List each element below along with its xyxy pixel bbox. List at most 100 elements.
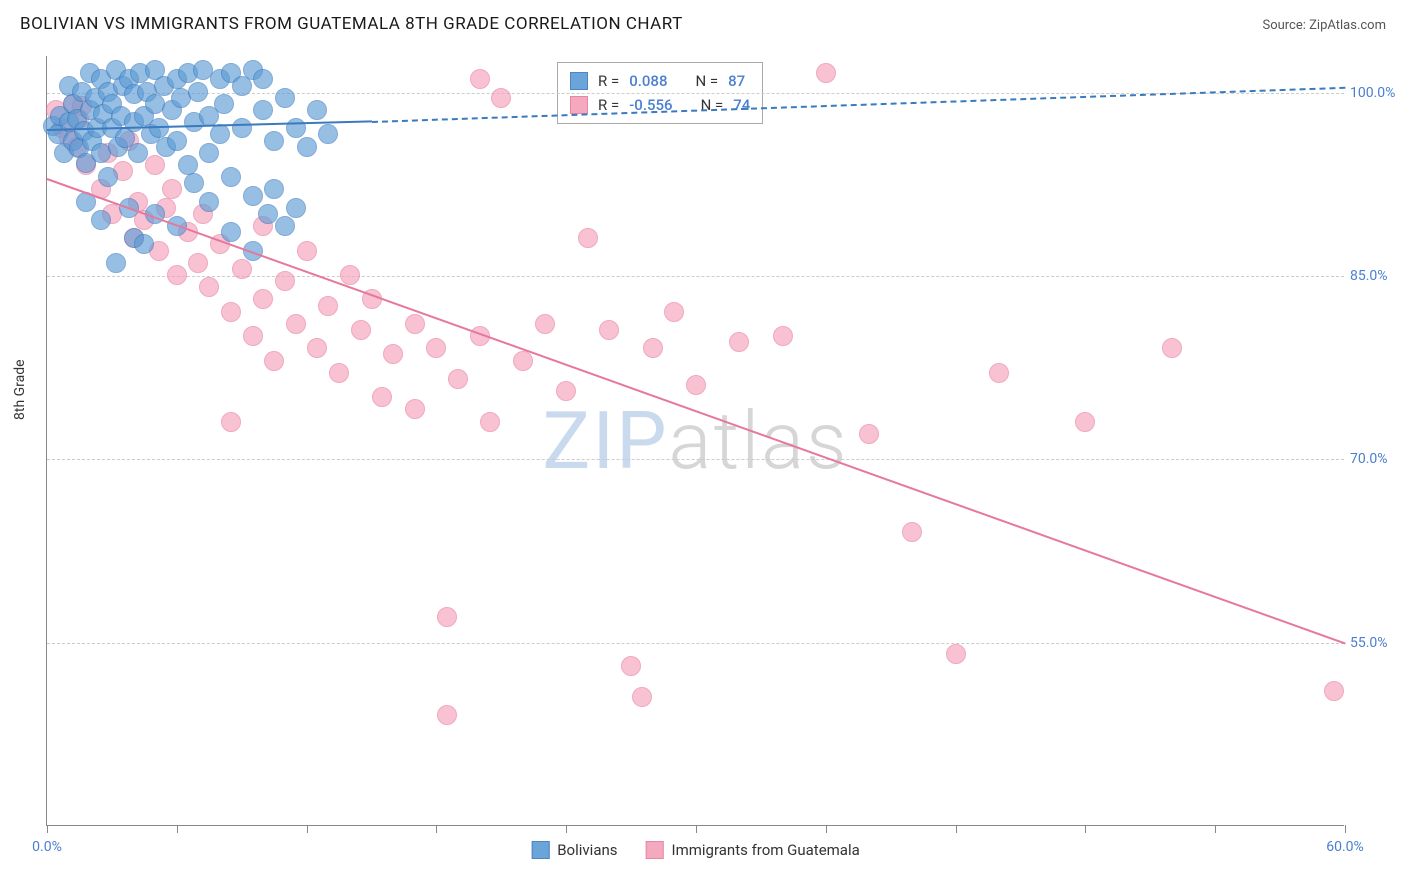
- data-point: [632, 687, 652, 707]
- data-point: [816, 63, 836, 83]
- n-value-pink: 74: [733, 96, 750, 114]
- data-point: [535, 314, 555, 334]
- watermark: ZIPatlas: [542, 394, 848, 488]
- x-tick: [1215, 825, 1216, 833]
- data-point: [372, 387, 392, 407]
- data-point: [232, 118, 252, 138]
- data-point: [437, 705, 457, 725]
- chart-header: BOLIVIAN VS IMMIGRANTS FROM GUATEMALA 8T…: [0, 0, 1406, 50]
- data-point: [178, 155, 198, 175]
- x-tick: [696, 825, 697, 833]
- data-point: [134, 234, 154, 254]
- data-point: [491, 88, 511, 108]
- data-point: [275, 88, 295, 108]
- data-point: [264, 179, 284, 199]
- source-label: Source: ZipAtlas.com: [1262, 18, 1386, 33]
- x-tick: [177, 825, 178, 833]
- data-point: [214, 94, 234, 114]
- data-point: [91, 210, 111, 230]
- swatch-blue: [570, 72, 588, 90]
- data-point: [149, 118, 169, 138]
- data-point: [664, 302, 684, 322]
- x-tick: [436, 825, 437, 833]
- data-point: [184, 173, 204, 193]
- data-point: [286, 314, 306, 334]
- r-value-blue: 0.088: [629, 72, 667, 90]
- data-point: [307, 100, 327, 120]
- data-point: [221, 302, 241, 322]
- data-point: [513, 351, 533, 371]
- data-point: [729, 332, 749, 352]
- data-point: [210, 124, 230, 144]
- data-point: [578, 228, 598, 248]
- data-point: [264, 351, 284, 371]
- data-point: [1324, 681, 1344, 701]
- legend-swatch-pink: [646, 841, 664, 859]
- data-point: [167, 131, 187, 151]
- y-axis-label: 8th Grade: [12, 359, 28, 420]
- data-point: [264, 131, 284, 151]
- data-point: [275, 271, 295, 291]
- x-tick: [307, 825, 308, 833]
- data-point: [383, 344, 403, 364]
- data-point: [188, 82, 208, 102]
- data-point: [221, 222, 241, 242]
- gridline: [47, 643, 1344, 644]
- x-tick: [1345, 825, 1346, 833]
- x-tick: [47, 825, 48, 833]
- data-point: [106, 253, 126, 273]
- data-point: [773, 326, 793, 346]
- data-point: [859, 424, 879, 444]
- data-point: [253, 100, 273, 120]
- legend-item-blue: Bolivians: [531, 841, 617, 859]
- y-tick-label: 55.0%: [1350, 635, 1402, 651]
- regression-line: [47, 178, 1346, 644]
- data-point: [318, 296, 338, 316]
- data-point: [258, 204, 278, 224]
- data-point: [307, 338, 327, 358]
- x-tick: [956, 825, 957, 833]
- data-point: [686, 375, 706, 395]
- data-point: [405, 314, 425, 334]
- y-tick-label: 100.0%: [1350, 85, 1402, 101]
- data-point: [448, 369, 468, 389]
- data-point: [199, 192, 219, 212]
- data-point: [188, 253, 208, 273]
- chart-plot-area: ZIPatlas R = 0.088 N = 87 R = -0.556 N =…: [46, 56, 1344, 826]
- data-point: [145, 155, 165, 175]
- data-point: [253, 69, 273, 89]
- legend-swatch-blue: [531, 841, 549, 859]
- legend-label-pink: Immigrants from Guatemala: [672, 841, 860, 859]
- x-tick: [566, 825, 567, 833]
- data-point: [329, 363, 349, 383]
- data-point: [351, 320, 371, 340]
- data-point: [643, 338, 663, 358]
- data-point: [1162, 338, 1182, 358]
- data-point: [253, 289, 273, 309]
- n-value-blue: 87: [728, 72, 745, 90]
- x-tick: [826, 825, 827, 833]
- data-point: [232, 259, 252, 279]
- data-point: [437, 607, 457, 627]
- data-point: [221, 412, 241, 432]
- x-tick-label: 0.0%: [32, 839, 62, 855]
- data-point: [480, 412, 500, 432]
- legend: Bolivians Immigrants from Guatemala: [531, 841, 860, 859]
- data-point: [405, 399, 425, 419]
- data-point: [470, 69, 490, 89]
- data-point: [275, 216, 295, 236]
- data-point: [902, 522, 922, 542]
- data-point: [621, 656, 641, 676]
- data-point: [946, 644, 966, 664]
- data-point: [199, 143, 219, 163]
- data-point: [599, 320, 619, 340]
- chart-title: BOLIVIAN VS IMMIGRANTS FROM GUATEMALA 8T…: [20, 14, 683, 34]
- gridline: [47, 459, 1344, 460]
- data-point: [243, 186, 263, 206]
- stats-row-blue: R = 0.088 N = 87: [570, 69, 750, 93]
- x-tick-label: 60.0%: [1326, 839, 1364, 855]
- legend-label-blue: Bolivians: [557, 841, 617, 859]
- data-point: [162, 179, 182, 199]
- data-point: [221, 167, 241, 187]
- data-point: [297, 137, 317, 157]
